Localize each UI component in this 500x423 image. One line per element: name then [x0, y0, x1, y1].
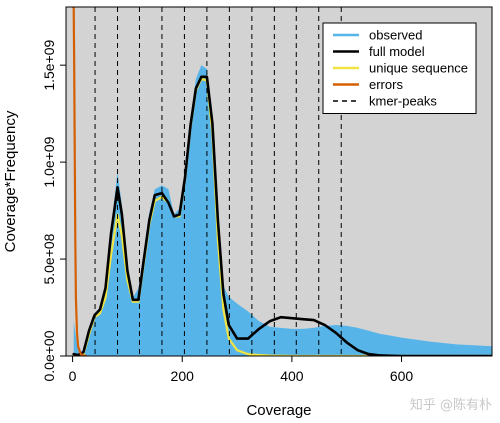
legend-item: observed [333, 28, 422, 43]
x-tick-label: 200 [171, 368, 195, 384]
legend-label: kmer-peaks [369, 94, 437, 109]
x-tick-label: 0 [69, 368, 77, 384]
series-errors-line [72, 7, 88, 356]
series-observed-area [73, 65, 492, 356]
legend-label: errors [369, 77, 403, 92]
legend-label: unique sequence [369, 61, 468, 76]
legend-label: observed [369, 28, 422, 43]
x-tick-label: 600 [390, 368, 414, 384]
x-axis: 0 200 400 600 [69, 356, 414, 384]
y-tick-label: 1.5e+09 [41, 39, 57, 90]
y-axis-title: Coverage*Frequency [2, 110, 19, 252]
series-full-model-line [72, 75, 492, 356]
series-layer [72, 7, 492, 356]
x-axis-title: Coverage [246, 402, 311, 419]
y-tick-label: 1.0e+09 [41, 136, 57, 187]
legend-item: full model [333, 44, 425, 59]
plot-frame [65, 6, 493, 357]
legend-item: kmer-peaks [333, 94, 437, 109]
watermark: 知乎 @陈有朴 [409, 398, 492, 413]
y-tick-label: 5.0e+08 [41, 233, 57, 284]
y-tick-label: 0.0e+00 [41, 330, 57, 381]
legend-item: errors [333, 77, 403, 92]
x-tick-label: 400 [280, 368, 304, 384]
legend-label: full model [369, 44, 425, 59]
y-axis: 0.0e+00 5.0e+08 1.0e+09 1.5e+09 [41, 39, 66, 382]
legend-item: unique sequence [333, 61, 468, 76]
